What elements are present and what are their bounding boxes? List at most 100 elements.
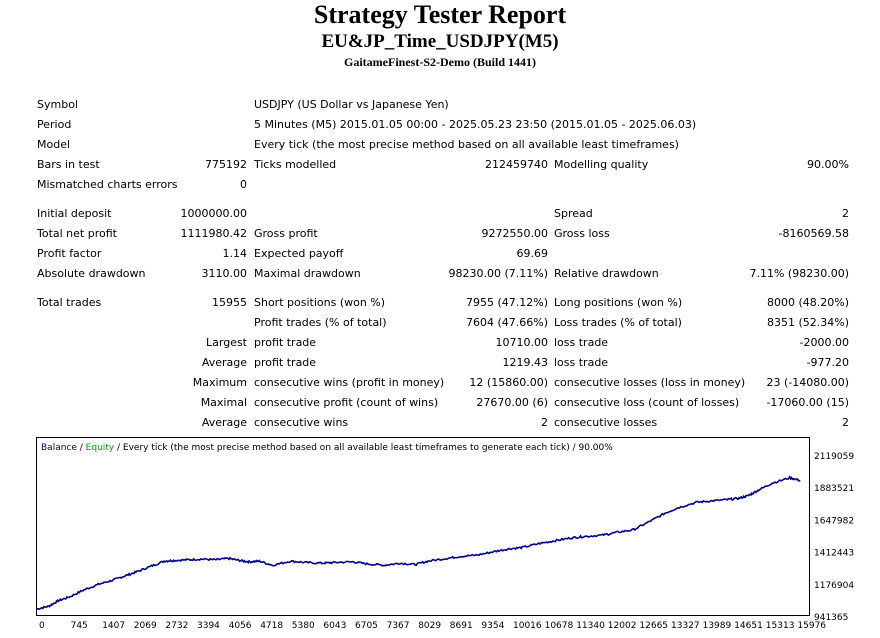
stat-l3-row-15: consecutive losses xyxy=(554,416,658,429)
stat-v2-row-12: 1219.43 xyxy=(502,356,549,369)
stat-l3-row-11: loss trade xyxy=(554,336,609,349)
stat-l2-row-11: profit trade xyxy=(254,336,317,349)
stat-l1-row-5: Initial deposit xyxy=(37,207,112,220)
y-tick-label: 1647982 xyxy=(814,516,854,526)
stat-l1-row-9: Total trades xyxy=(37,296,102,309)
stat-l2-row-6: Gross profit xyxy=(254,227,318,240)
x-tick-label: 7367 xyxy=(387,621,410,631)
stat-l2-row-13: consecutive wins (profit in money) xyxy=(254,376,445,389)
stat-l2-row-9: Short positions (won %) xyxy=(254,296,386,309)
stat-v3-row-15: 2 xyxy=(842,416,849,429)
stat-v1-row-5: 1000000.00 xyxy=(180,207,247,220)
legend-balance: Balance xyxy=(41,443,77,453)
stat-v2-row-10: 7604 (47.66%) xyxy=(465,316,548,329)
x-tick-label: 15313 xyxy=(766,621,795,631)
x-tick-label: 12665 xyxy=(639,621,668,631)
stat-v3-row-12: -977.20 xyxy=(806,356,849,369)
x-tick-label: 10016 xyxy=(513,621,542,631)
stat-v3-row-8: 7.11% (98230.00) xyxy=(749,267,849,280)
stat-v1-row-11: Largest xyxy=(206,336,247,349)
stat-v1-row-6: 1111980.42 xyxy=(180,227,247,240)
balance-equity-chart: Balance / Equity / Every tick (the most … xyxy=(36,437,854,631)
x-tick-label: 2069 xyxy=(134,621,157,631)
stat-l3-row-3: Modelling quality xyxy=(554,158,649,171)
stat-l3-row-12: loss trade xyxy=(554,356,609,369)
stat-l2-row-0: USDJPY (US Dollar vs Japanese Yen) xyxy=(254,98,449,111)
legend-separator: / xyxy=(77,443,86,453)
x-tick-label: 6043 xyxy=(323,621,346,631)
stat-v1-row-9: 15955 xyxy=(212,296,247,309)
x-tick-label: 10678 xyxy=(545,621,574,631)
svg-text:Balance / Equity / Every tick: Balance / Equity / Every tick (the most … xyxy=(41,443,613,453)
stat-v2-row-3: 212459740 xyxy=(485,158,548,171)
stat-v3-row-5: 2 xyxy=(842,207,849,220)
legend-equity: Equity xyxy=(86,443,115,453)
x-tick-label: 11340 xyxy=(576,621,605,631)
stat-l1-row-4: Mismatched charts errors xyxy=(37,178,178,191)
y-tick-label: 1412443 xyxy=(814,549,854,559)
stat-l2-row-10: Profit trades (% of total) xyxy=(254,316,387,329)
stat-v2-row-6: 9272550.00 xyxy=(481,227,548,240)
x-tick-label: 8029 xyxy=(418,621,441,631)
stat-l1-row-7: Profit factor xyxy=(37,247,102,260)
stat-l1-row-0: Symbol xyxy=(37,98,78,111)
stat-v2-row-9: 7955 (47.12%) xyxy=(465,296,548,309)
x-tick-label: 3394 xyxy=(197,621,220,631)
x-tick-label: 12002 xyxy=(608,621,637,631)
stat-l2-row-2: Every tick (the most precise method base… xyxy=(254,138,679,151)
stat-v2-row-11: 10710.00 xyxy=(495,336,549,349)
x-tick-label: 14651 xyxy=(734,621,763,631)
y-tick-label: 2119059 xyxy=(814,452,854,462)
x-tick-label: 6705 xyxy=(355,621,378,631)
stat-l2-row-14: consecutive profit (count of wins) xyxy=(254,396,439,409)
stat-l3-row-13: consecutive losses (loss in money) xyxy=(554,376,746,389)
stat-l1-row-1: Period xyxy=(37,118,72,131)
stat-v1-row-13: Maximum xyxy=(192,376,247,389)
x-tick-label: 4718 xyxy=(260,621,283,631)
stat-v3-row-6: -8160569.58 xyxy=(778,227,849,240)
x-tick-label: 5380 xyxy=(292,621,315,631)
stat-v1-row-15: Average xyxy=(201,416,247,429)
stat-l3-row-10: Loss trades (% of total) xyxy=(554,316,682,329)
x-tick-label: 1407 xyxy=(102,621,125,631)
stat-l3-row-8: Relative drawdown xyxy=(554,267,659,280)
x-tick-label: 2732 xyxy=(165,621,188,631)
stat-l3-row-5: Spread xyxy=(554,207,593,220)
x-tick-label: 13989 xyxy=(703,621,732,631)
y-tick-label: 1883521 xyxy=(814,484,854,494)
stat-l1-row-6: Total net profit xyxy=(37,227,117,240)
stat-v2-row-15: 2 xyxy=(541,416,548,429)
stat-v1-row-7: 1.14 xyxy=(222,247,248,260)
stat-v1-row-8: 3110.00 xyxy=(201,267,248,280)
stat-v1-row-12: Average xyxy=(201,356,247,369)
stat-l2-row-12: profit trade xyxy=(254,356,317,369)
x-tick-label: 4056 xyxy=(229,621,252,631)
stat-l1-row-2: Model xyxy=(37,138,71,151)
stat-l2-row-1: 5 Minutes (M5) 2015.01.05 00:00 - 2025.0… xyxy=(254,118,697,131)
stat-l2-row-8: Maximal drawdown xyxy=(254,267,361,280)
stat-l1-row-3: Bars in test xyxy=(37,158,100,171)
x-tick-label: 13327 xyxy=(671,621,700,631)
x-tick-label: 745 xyxy=(71,621,88,631)
balance-series-line xyxy=(36,475,801,611)
x-tick-label: 8691 xyxy=(450,621,473,631)
stat-l2-row-3: Ticks modelled xyxy=(254,158,337,171)
stat-v3-row-10: 8351 (52.34%) xyxy=(766,316,849,329)
stat-v3-row-13: 23 (-14080.00) xyxy=(766,376,849,389)
stat-v2-row-13: 12 (15860.00) xyxy=(469,376,548,389)
report-title: Strategy Tester Report xyxy=(313,0,567,29)
stat-l3-row-9: Long positions (won %) xyxy=(554,296,683,309)
x-tick-label: 15976 xyxy=(797,621,826,631)
stat-l3-row-14: consecutive loss (count of losses) xyxy=(554,396,740,409)
stat-v2-row-7: 69.69 xyxy=(516,247,549,260)
stat-v2-row-14: 27670.00 (6) xyxy=(476,396,548,409)
chart-canvas: Balance / Equity / Every tick (the most … xyxy=(36,443,854,631)
stat-v3-row-9: 8000 (48.20%) xyxy=(766,296,849,309)
stat-l1-row-8: Absolute drawdown xyxy=(37,267,146,280)
stat-v2-row-8: 98230.00 (7.11%) xyxy=(448,267,548,280)
stat-v3-row-3: 90.00% xyxy=(807,158,849,171)
legend-description: / Every tick (the most precise method ba… xyxy=(114,443,613,453)
stat-l2-row-7: Expected payoff xyxy=(254,247,344,260)
server-build: GaitameFinest-S2-Demo (Build 1441) xyxy=(344,55,536,69)
x-tick-label: 9354 xyxy=(481,621,504,631)
